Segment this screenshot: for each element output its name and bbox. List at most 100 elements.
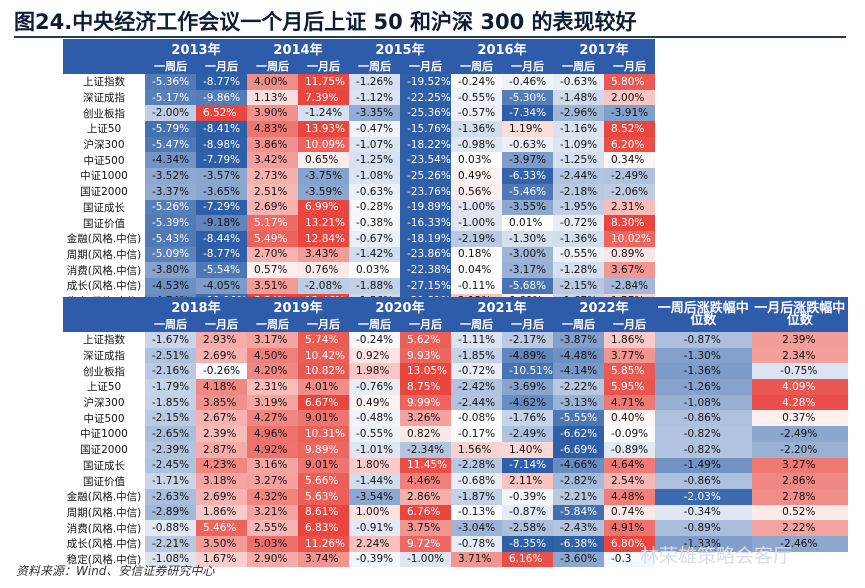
median-cell	[751, 551, 848, 568]
value-cell: 0.03%	[349, 262, 400, 278]
value-cell: -23.86%	[400, 246, 451, 263]
value-cell: -2.42%	[451, 379, 502, 395]
value-cell: -3.37%	[145, 183, 196, 200]
value-cell: 4.32%	[247, 488, 298, 505]
period-header: 一月后	[298, 58, 349, 74]
value-cell: 3.67%	[604, 262, 655, 278]
value-cell: -2.49%	[502, 426, 553, 442]
median-cell: -0.87%	[655, 332, 752, 348]
value-cell: 10.82%	[298, 363, 349, 380]
value-cell: 3.27%	[247, 473, 298, 489]
value-cell: 5.63%	[298, 488, 349, 505]
value-cell: 3.51%	[247, 277, 298, 294]
value-cell: -5.79%	[145, 121, 196, 137]
row-label: 上证指数	[63, 332, 145, 348]
row-label: 国证成长	[63, 457, 145, 474]
value-cell: -0.26%	[196, 363, 247, 380]
value-cell: -1.00%	[451, 199, 502, 216]
value-cell: 13.93%	[298, 121, 349, 137]
value-cell: 0.65%	[298, 152, 349, 169]
period-header: 一周后	[247, 316, 298, 332]
value-cell: -4.34%	[145, 152, 196, 169]
median-cell: -2.46%	[751, 535, 848, 552]
value-cell: -0.63%	[502, 136, 553, 153]
value-cell: -1.36%	[451, 121, 502, 137]
year-header: 2014年	[247, 39, 349, 58]
table-row: 中证1000 -2.65% 2.39% 4.96% 10.31% -0.55% 0.82% -…	[63, 426, 848, 442]
value-cell: -0.3	[604, 551, 655, 568]
table-row: 消费(风格.中信) -3.80% -5.54% 0.57% 0.76% 0.03% -22.…	[63, 262, 655, 278]
value-cell: -23.54%	[400, 152, 451, 169]
value-cell: -0.55%	[451, 89, 502, 106]
value-cell: 3.75%	[400, 520, 451, 536]
value-cell: 4.96%	[247, 426, 298, 442]
value-cell: -4.14%	[553, 363, 604, 380]
row-label: 中证500	[63, 152, 145, 169]
value-cell: 9.01%	[298, 457, 349, 474]
top-returns-table: 2013年 2014年 2015年 2016年 2017年 一周后 一月后 一周后 一月后 一周后…	[63, 39, 655, 310]
value-cell: -16.33%	[400, 215, 451, 231]
median-cell: 0.52%	[751, 504, 848, 521]
value-cell: 3.21%	[247, 504, 298, 521]
value-cell: 13.21%	[298, 215, 349, 231]
row-label: 沪深300	[63, 136, 145, 153]
value-cell: -3.97%	[502, 152, 553, 169]
value-cell: -0.39%	[349, 551, 400, 568]
value-cell: 1.19%	[502, 121, 553, 137]
value-cell: 3.85%	[196, 394, 247, 411]
value-cell: 9.93%	[400, 347, 451, 364]
value-cell: -4.05%	[196, 277, 247, 294]
value-cell: -1.88%	[349, 277, 400, 294]
value-cell: 0.76%	[298, 262, 349, 278]
value-cell: -5.17%	[145, 89, 196, 106]
value-cell: 5.49%	[247, 230, 298, 247]
value-cell: 0.57%	[247, 262, 298, 278]
value-cell: 2.31%	[604, 199, 655, 216]
sub-header-row: 一周后 一月后 一周后 一月后 一周后 一月后 一周后 一月后 一周后 一月后	[63, 316, 848, 332]
value-cell: 0.56%	[451, 183, 502, 200]
table-row: 周期(风格.中信) -2.89% 1.86% 3.21% 8.61% 1.00% 6.76%…	[63, 504, 848, 521]
value-cell: -5.47%	[145, 136, 196, 153]
value-cell: -4.62%	[502, 394, 553, 411]
value-cell: 5.03%	[247, 535, 298, 552]
corner-cell	[63, 297, 145, 332]
value-cell: 1.40%	[502, 441, 553, 458]
value-cell: -7.14%	[502, 457, 553, 474]
value-cell: -3.80%	[145, 262, 196, 278]
value-cell: 3.19%	[247, 394, 298, 411]
median-cell: 2.39%	[751, 332, 848, 348]
value-cell: -6.62%	[553, 426, 604, 442]
value-cell: 0.03%	[451, 152, 502, 169]
value-cell: -0.57%	[451, 105, 502, 122]
median-cell: 4.28%	[751, 394, 848, 411]
value-cell: -3.75%	[298, 168, 349, 184]
value-cell: 3.86%	[247, 136, 298, 153]
value-cell: 5.85%	[604, 363, 655, 380]
value-cell: -1.01%	[349, 441, 400, 458]
value-cell: -5.39%	[145, 215, 196, 231]
row-label: 上证指数	[63, 74, 145, 90]
value-cell: 9.99%	[400, 394, 451, 411]
row-label: 中证1000	[63, 426, 145, 442]
value-cell: 2.93%	[196, 332, 247, 348]
period-header: 一月后	[400, 58, 451, 74]
value-cell: -1.08%	[349, 168, 400, 184]
value-cell: 12.84%	[298, 230, 349, 247]
value-cell: -3.35%	[349, 105, 400, 122]
value-cell: -22.25%	[400, 89, 451, 106]
value-cell: 6.16%	[502, 551, 553, 568]
median-cell: -0.86%	[655, 410, 752, 427]
value-cell: 0.04%	[451, 262, 502, 278]
row-label: 成长(风格.中信)	[63, 535, 145, 552]
row-label: 中证500	[63, 410, 145, 427]
row-label: 上证50	[63, 121, 145, 137]
value-cell: -5.55%	[553, 410, 604, 427]
value-cell: -2.16%	[145, 363, 196, 380]
value-cell: 3.74%	[298, 551, 349, 568]
row-label: 周期(风格.中信)	[63, 504, 145, 521]
value-cell: -1.42%	[349, 246, 400, 263]
value-cell: -0.76%	[349, 379, 400, 395]
value-cell: -0.68%	[451, 473, 502, 489]
value-cell: -2.21%	[553, 488, 604, 505]
table-row: 成长(风格.中信) -2.21% 3.50% 5.03% 11.26% 2.24% 9.72…	[63, 535, 848, 552]
